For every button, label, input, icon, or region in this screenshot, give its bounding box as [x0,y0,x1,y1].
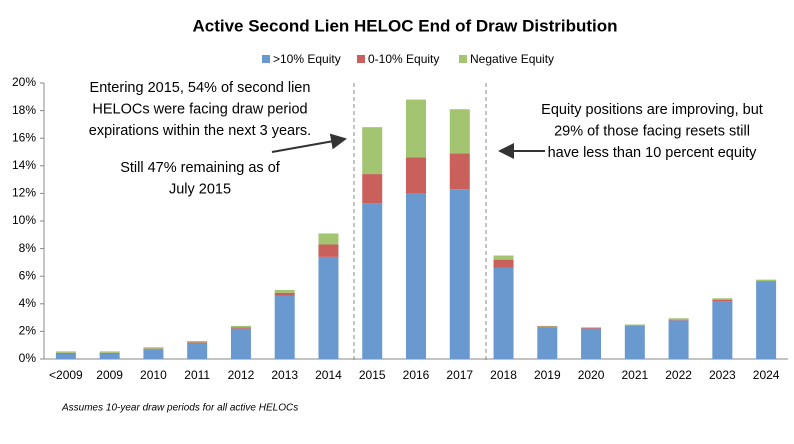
bar-segment [756,281,777,359]
bar-segment [274,290,295,293]
y-tick-label: 2% [19,324,37,338]
bar-segment [537,327,558,359]
bar-segment [449,153,470,190]
y-tick-label: 8% [19,241,37,255]
x-tick-label: 2011 [184,368,210,382]
bar-segment [99,352,120,354]
x-tick-label: 2012 [228,368,255,382]
bar-segment [493,259,514,268]
annotation: expirations within the next 3 years. [89,123,311,139]
x-tick-label: 2022 [665,368,692,382]
bar-segment [187,342,208,344]
bar-segment [318,233,339,245]
x-tick-label: 2013 [271,368,298,382]
bar-segment [274,292,295,296]
y-tick-label: 18% [12,103,36,117]
x-tick-label: 2023 [709,368,736,382]
y-tick-label: 12% [12,186,36,200]
bar-segment [362,127,383,175]
bar-segment [756,281,777,282]
bar-segment [318,256,339,359]
bar-segment [668,318,689,320]
legend-label: Negative Equity [470,52,554,66]
x-tick-label: 2017 [446,368,473,382]
bar-segment [406,193,426,359]
bar-segment [143,348,164,350]
x-tick-label: 2018 [490,368,517,382]
legend-label: >10% Equity [273,52,341,66]
x-tick-label: 2024 [753,368,780,382]
bar-segment [274,295,295,359]
y-tick-label: 14% [12,158,36,172]
bar-segment [537,325,558,327]
x-tick-label: 2010 [140,368,167,382]
legend-swatch [357,55,365,63]
legend-label: 0-10% Equity [368,52,439,66]
x-tick-label: <2009 [49,368,83,382]
footnote: Assumes 10-year draw periods for all act… [61,403,298,414]
y-tick-label: 4% [19,296,37,310]
bar-segment [712,301,733,359]
bar-segment [230,327,251,329]
bar-segment [756,279,777,282]
y-tick-label: 6% [19,268,37,282]
bar-segment [537,326,558,328]
bar-segment [55,352,76,354]
y-tick-label: 10% [12,213,36,227]
bar-segment [55,353,76,359]
x-tick-label: 2019 [534,368,561,382]
annotation: HELOCs were facing draw period [92,101,307,117]
x-tick-label: 2020 [578,368,605,382]
bar-segment [230,325,251,328]
bar-segment [143,347,164,349]
annotation: July 2015 [169,181,231,197]
bar-segment [318,244,339,257]
bar-segment [362,203,383,359]
bar-segment [581,327,602,328]
y-tick-label: 16% [12,130,36,144]
bar-segment [230,328,251,359]
bar-segment [493,255,514,260]
bar-segment [449,109,470,154]
x-tick-label: 2016 [403,368,430,382]
bar-segment [99,353,120,359]
annotation: 29% of those facing resets still [554,123,750,139]
bar-segment [449,189,470,359]
legend-swatch [262,55,270,63]
x-tick-label: 2014 [315,368,342,382]
annotation: Entering 2015, 54% of second lien [90,80,311,96]
bar-segment [187,341,208,343]
bar-segment [143,349,164,359]
bar-segment [624,325,645,326]
y-tick-label: 0% [19,351,37,365]
bar-segment [99,351,120,353]
bar-segment [187,343,208,359]
bar-segment [362,174,383,204]
bar-segment [55,351,76,353]
x-tick-label: 2015 [359,368,386,382]
bar-segment [406,157,426,194]
annotation: have less than 10 percent equity [548,145,758,161]
x-tick-label: 2021 [621,368,648,382]
arrow [271,133,347,153]
bar-segment [624,324,645,326]
bar-segment [581,327,602,329]
annotation: Equity positions are improving, but [541,102,763,118]
y-tick-label: 20% [12,75,36,89]
bar-segment [581,328,602,359]
bar-segment [406,99,426,158]
chart-title: Active Second Lien HELOC End of Draw Dis… [192,16,617,35]
legend-swatch [459,55,467,63]
bar-segment [668,320,689,359]
bar-segment [493,267,514,359]
bar-segment [624,325,645,359]
x-tick-label: 2009 [96,368,123,382]
bar-segment [668,319,689,321]
bar-segment [712,298,733,300]
annotation: Still 47% remaining as of [120,160,281,176]
bar-segment [712,299,733,302]
